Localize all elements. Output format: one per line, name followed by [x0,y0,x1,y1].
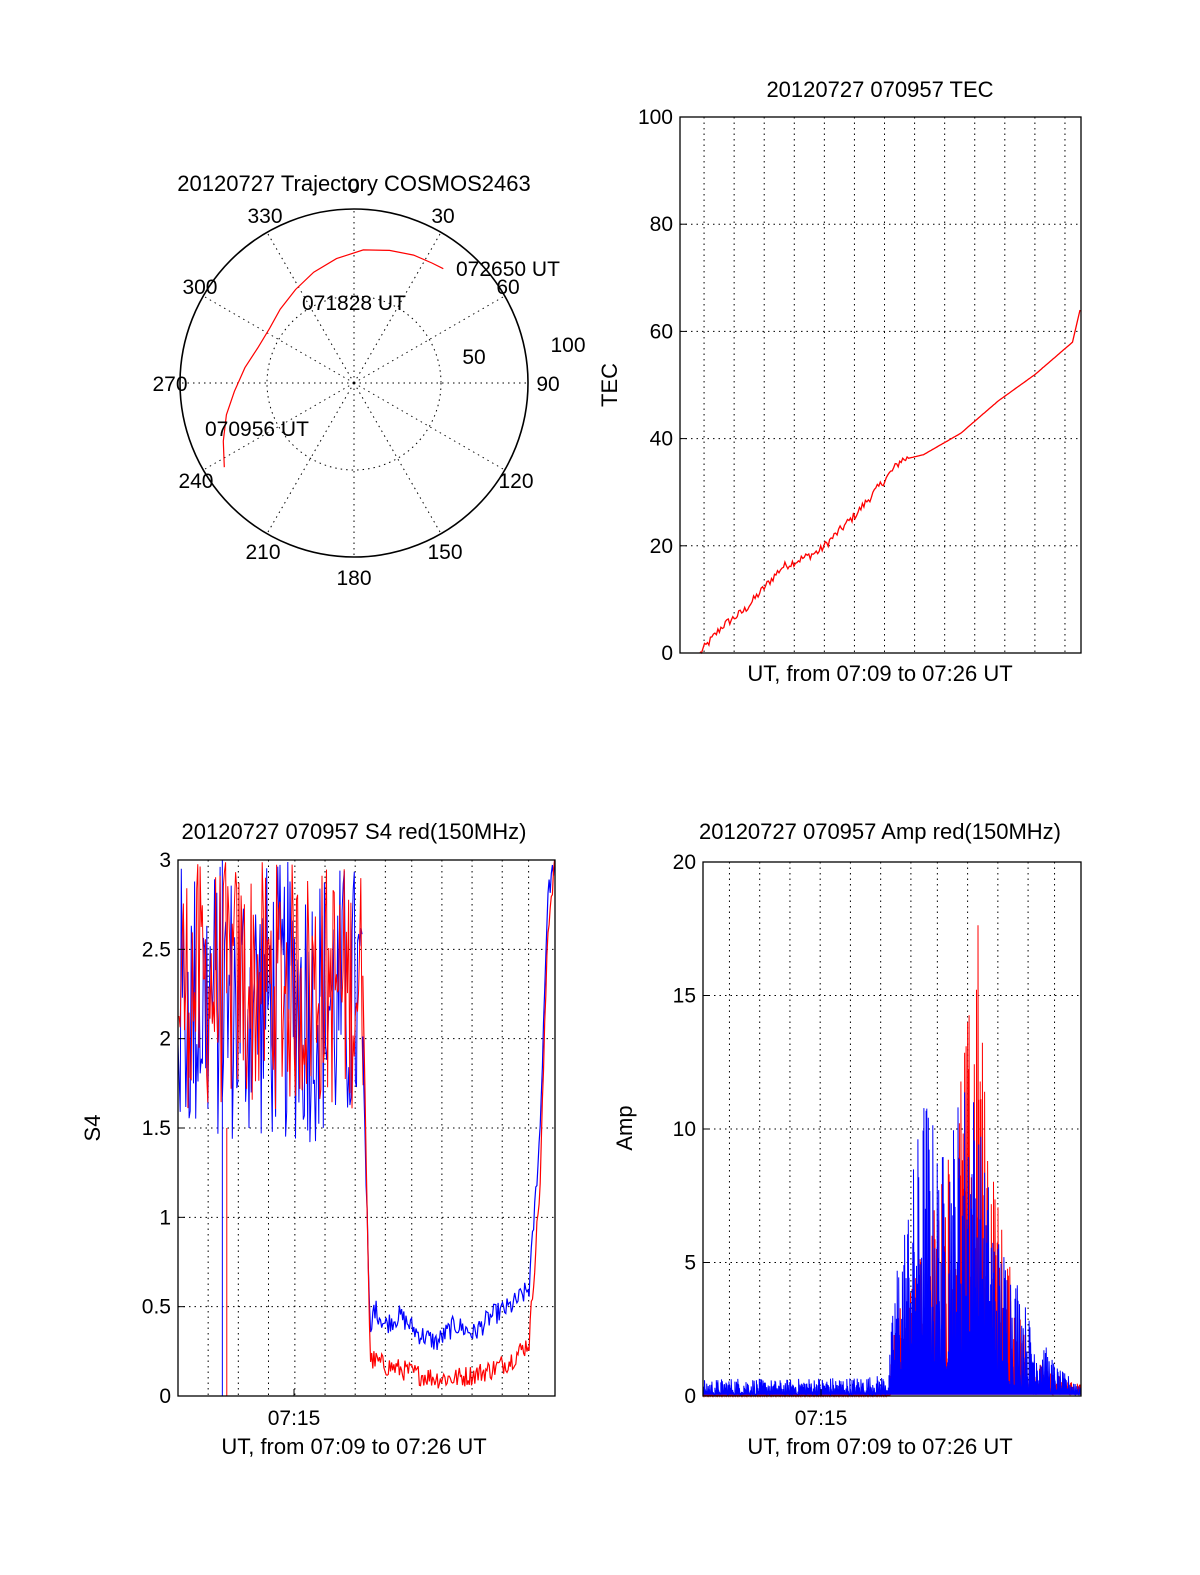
s4-ytick-label-5: 2.5 [142,938,171,961]
s4-ytick-label-0: 0 [159,1385,171,1408]
polar-spoke-150 [353,382,442,534]
polar-ring-inner [266,295,442,471]
s4-plot: 20120727 070957 S4 red(150MHz) 0 0.5 1 1.5 2… [80,819,556,1459]
s4-x-axis-label: UT, from 07:09 to 07:26 UT [221,1434,486,1459]
polar-angle-label-210: 210 [245,541,280,564]
polar-angle-label-30: 30 [431,205,454,228]
polar-angle-label-270: 270 [152,373,187,396]
polar-angle-label-120: 120 [498,470,533,493]
s4-ytick-label-6: 3 [159,849,171,872]
polar-spoke-60 [353,295,505,384]
tec-x-axis-label: UT, from 07:09 to 07:26 UT [747,661,1012,686]
trajectory-title: 20120727 Trajectory COSMOS2463 [177,171,530,196]
polar-spoke-300 [203,295,355,384]
tec-ytick-label-0: 0 [661,642,673,665]
s4-ytick-label-2: 1 [159,1206,171,1229]
s4-red-noise [178,862,364,1396]
tec-ytick-label-4: 80 [650,213,673,236]
polar-angle-label-240: 240 [178,470,213,493]
tec-y-axis-label: TEC [597,363,622,407]
polar-spoke-210 [266,382,355,534]
amp-ytick-label-2: 10 [673,1118,696,1141]
amp-y-axis-label: Amp [612,1105,637,1150]
s4-ytick-label-4: 2 [159,1028,171,1051]
tec-ytick-label-2: 40 [650,428,673,451]
amp-plot: 20120727 070957 Amp red(150MHz) 0 5 10 15 20… [612,819,1082,1459]
s4-series-blue [362,859,556,1350]
polar-angle-label-90: 90 [536,373,559,396]
polar-angle-label-300: 300 [182,276,217,299]
trajectory-plot: 20120727 Trajectory COSMOS2463 0 30 60 90 12… [152,171,585,590]
polar-grid [179,208,529,558]
s4-title: 20120727 070957 S4 red(150MHz) [182,819,527,844]
tec-ytick-label-5: 100 [638,106,673,129]
amp-title: 20120727 070957 Amp red(150MHz) [699,819,1061,844]
tec-plot: 20120727 070957 TEC 0 20 40 60 80 100 TEC UT,… [597,77,1082,686]
annotation-end-time: 072650 UT [456,258,560,281]
s4-series-red [362,859,556,1389]
polar-outer-circle [179,208,529,558]
polar-angle-label-60: 60 [496,276,519,299]
tec-frame [679,116,1082,654]
amp-ytick-label-1: 5 [684,1252,696,1275]
polar-spoke-330 [266,232,355,384]
trajectory-track [222,249,444,468]
polar-ring-label-100: 100 [550,334,585,357]
polar-angle-label-180: 180 [336,567,371,590]
s4-ytick-label-3: 1.5 [142,1117,171,1140]
s4-y-axis-label: S4 [80,1115,105,1142]
amp-frame [702,861,1082,1397]
s4-x-tick-label: 07:15 [268,1407,321,1430]
annotation-start-time: 070956 UT [205,418,309,441]
amp-x-tick-label: 07:15 [795,1407,848,1430]
polar-angle-label-0: 0 [348,175,360,198]
s4-ytick-label-1: 0.5 [142,1296,171,1319]
polar-spoke-240 [203,382,355,471]
amp-ytick-label-4: 20 [673,851,696,874]
tec-series-line [699,309,1081,654]
polar-spoke-30 [353,232,442,384]
polar-ring-label-50: 50 [462,346,485,369]
amp-series-blue [702,1092,1082,1397]
polar-angle-label-330: 330 [247,205,282,228]
tec-ytick-label-3: 60 [650,320,673,343]
polar-spoke-120 [353,382,505,471]
amp-x-axis-label: UT, from 07:09 to 07:26 UT [747,1434,1012,1459]
amp-ytick-label-3: 15 [673,985,696,1008]
annotation-mid-time: 071828 UT [302,292,406,315]
amp-ytick-label-0: 0 [684,1385,696,1408]
tec-ytick-label-1: 20 [650,535,673,558]
tec-title: 20120727 070957 TEC [766,77,993,102]
polar-angle-label-150: 150 [427,541,462,564]
